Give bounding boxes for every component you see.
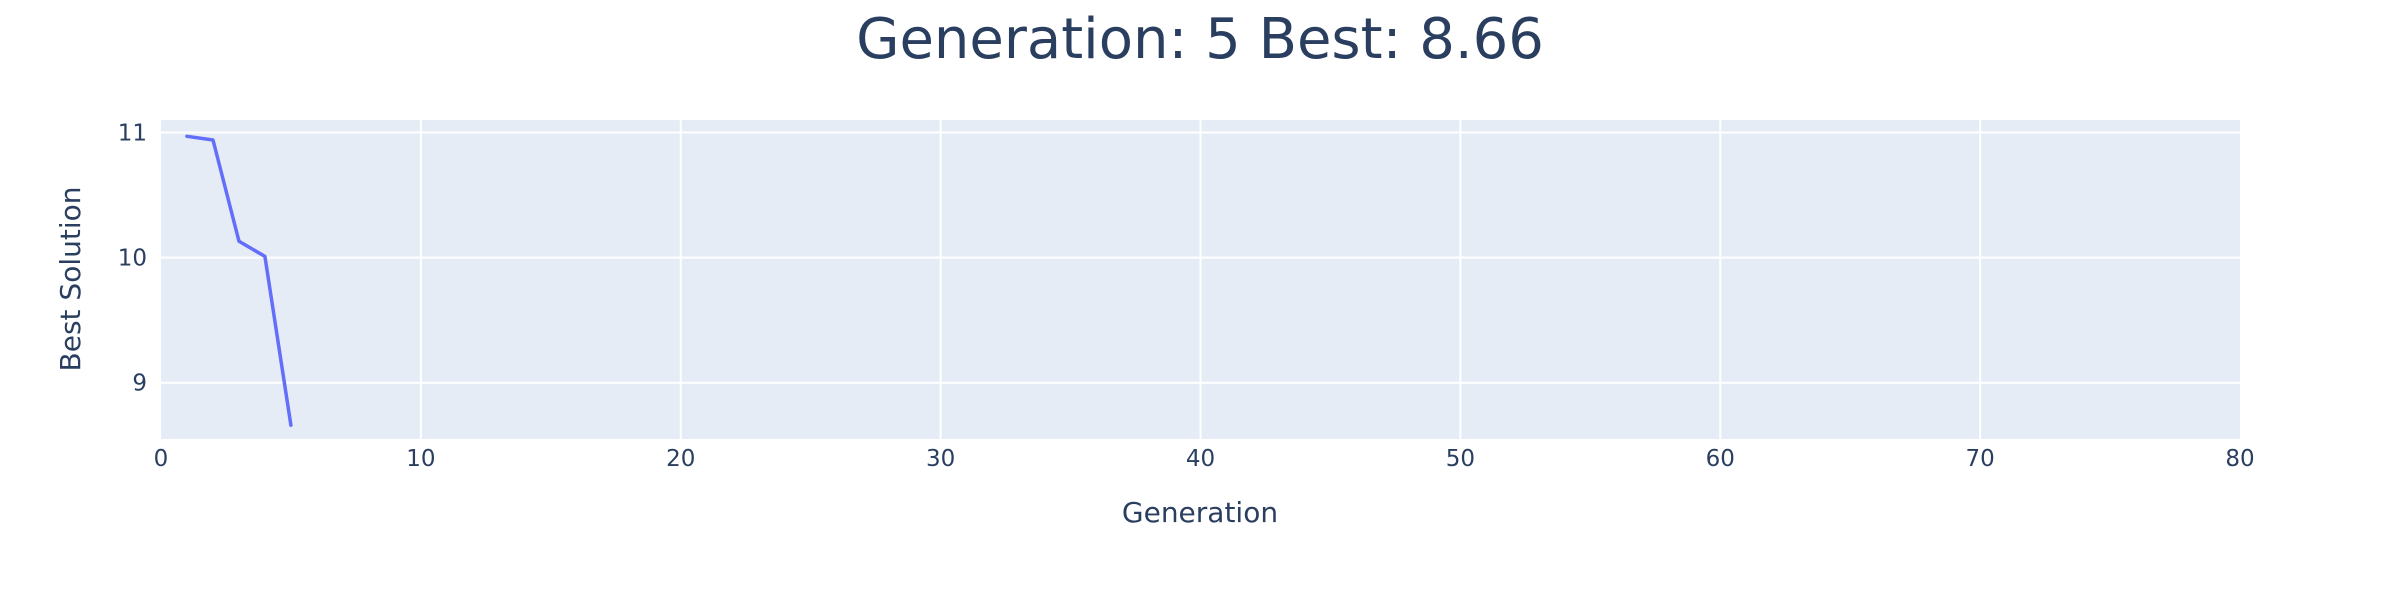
y-tick-label: 10 (118, 246, 147, 272)
x-tick-label: 60 (1706, 446, 1735, 472)
x-tick-labels: 0 10 20 30 40 50 60 70 80 (154, 446, 2255, 472)
chart-title: Generation: 5 Best: 8.66 (856, 7, 1544, 72)
x-tick-label: 10 (406, 446, 435, 472)
y-axis-title: Best Solution (54, 187, 87, 372)
y-tick-label: 11 (118, 121, 147, 147)
x-gridlines (419, 120, 1982, 439)
x-tick-label: 50 (1446, 446, 1475, 472)
x-tick-label: 20 (666, 446, 695, 472)
x-tick-label: 30 (926, 446, 955, 472)
x-tick-label: 70 (1965, 446, 1994, 472)
x-axis-title: Generation (1122, 496, 1278, 529)
series-line (185, 134, 293, 427)
x-tick-label: 0 (154, 446, 169, 472)
y-tick-label: 9 (132, 371, 147, 397)
y-tick-labels: 9 10 11 (118, 121, 147, 397)
series-layer (185, 134, 293, 427)
x-tick-label: 40 (1186, 446, 1215, 472)
y-gridlines (161, 131, 2240, 384)
x-tick-label: 80 (2225, 446, 2254, 472)
